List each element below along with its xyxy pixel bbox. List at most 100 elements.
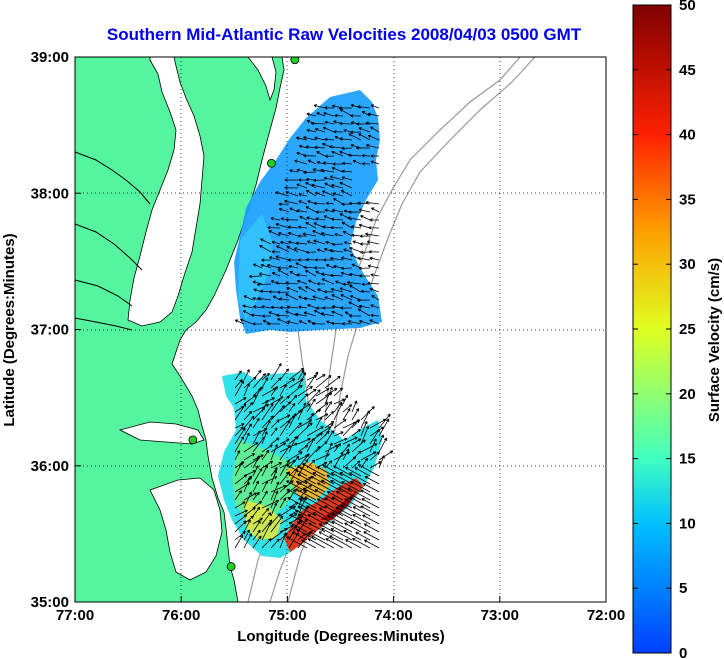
velocity-vector <box>320 312 335 317</box>
velocity-vector <box>252 468 263 485</box>
velocity-vector <box>316 482 335 493</box>
colorbar-tick-label: 20 <box>679 386 696 403</box>
velocity-vector <box>277 232 290 237</box>
velocity-vector <box>304 480 326 493</box>
velocity-vector <box>340 504 362 517</box>
velocity-vector <box>364 475 380 485</box>
velocity-vector <box>370 273 380 277</box>
velocity-vector <box>339 121 353 126</box>
velocity-vector <box>311 535 335 549</box>
map-area <box>75 57 606 602</box>
velocity-vector <box>311 321 326 326</box>
velocity-vector <box>284 186 299 190</box>
velocity-vector <box>370 154 380 158</box>
colorbar-tick-label: 10 <box>679 515 696 532</box>
velocity-vector <box>342 421 357 437</box>
velocity-vector <box>316 282 326 286</box>
velocity-vector <box>243 529 250 541</box>
velocity-vector <box>314 127 326 133</box>
station-markers <box>188 57 300 571</box>
velocity-vector <box>270 469 278 485</box>
velocity-vector <box>296 183 308 189</box>
velocity-vector <box>333 402 343 421</box>
velocity-vector <box>288 422 302 437</box>
velocity-vector <box>279 444 291 461</box>
velocity-vector <box>317 288 326 293</box>
potomac-river <box>75 151 151 205</box>
velocity-vector <box>295 241 308 245</box>
velocity-vector <box>320 168 335 173</box>
velocity-vector <box>289 514 308 525</box>
velocity-vector <box>296 528 317 541</box>
velocity-vector <box>297 422 313 437</box>
velocity-vector <box>313 201 326 206</box>
velocity-vector <box>342 408 351 421</box>
velocity-vector <box>360 410 370 429</box>
velocity-vector <box>352 506 371 517</box>
station-marker <box>267 158 276 168</box>
velocity-vector <box>363 531 380 541</box>
velocity-vector <box>361 153 371 158</box>
velocity-vector <box>306 445 321 461</box>
velocity-vector <box>252 373 266 389</box>
velocity-vector <box>320 231 335 237</box>
velocity-vector <box>342 282 353 286</box>
velocity-vector <box>335 280 344 285</box>
velocity-vector <box>252 517 263 525</box>
velocity-vector <box>365 143 380 149</box>
velocity-vector <box>234 423 245 429</box>
velocity-vector <box>279 497 287 509</box>
velocity-vector <box>306 388 317 397</box>
velocity-vector <box>370 304 380 309</box>
velocity-vector <box>315 402 329 413</box>
velocity-vector <box>325 264 335 269</box>
velocity-vector <box>242 304 254 309</box>
velocity-vector <box>240 318 254 325</box>
velocity-vector <box>261 305 272 309</box>
velocity-vector <box>261 522 272 541</box>
velocity-vector <box>234 462 243 477</box>
velocity-vector <box>378 437 387 453</box>
velocity-vector <box>268 230 281 237</box>
velocity-vector <box>287 258 299 262</box>
velocity-vector <box>370 104 380 109</box>
velocity-vector <box>324 521 344 533</box>
velocity-vector <box>261 377 269 389</box>
velocity-vector <box>270 386 278 397</box>
velocity-vector <box>270 437 280 445</box>
velocity-vector <box>252 506 261 517</box>
velocity-vector <box>351 233 362 238</box>
velocity-vector <box>234 474 248 485</box>
velocity-vector <box>253 305 263 309</box>
velocity-vector <box>333 431 344 437</box>
velocity-vector <box>351 400 358 413</box>
velocity-vector <box>301 539 317 549</box>
velocity-vector <box>297 437 311 445</box>
velocity-vector <box>270 462 282 469</box>
velocity-vector <box>252 491 260 501</box>
velocity-vector <box>340 256 353 261</box>
velocity-vector <box>260 238 272 245</box>
velocity-vector <box>331 321 344 326</box>
velocity-vector <box>267 225 281 230</box>
velocity-vector <box>261 480 269 493</box>
velocity-vector <box>344 522 362 533</box>
velocity-vector <box>297 497 307 517</box>
velocity-vector <box>331 166 344 173</box>
velocity-vector <box>367 134 380 141</box>
velocity-vector <box>369 461 382 469</box>
colorbar-label: Surface Velocity (cm/s) <box>706 258 723 422</box>
velocity-vector <box>261 420 271 437</box>
velocity-vector <box>361 162 371 166</box>
velocity-vector <box>340 306 353 310</box>
velocity-field-north <box>234 90 382 334</box>
velocity-vector <box>287 225 299 229</box>
velocity-vector <box>261 512 272 525</box>
velocity-vector <box>350 481 371 493</box>
rappahannock-river <box>75 223 143 271</box>
velocity-vector <box>326 490 344 501</box>
velocity-vector <box>324 375 341 389</box>
velocity-vector <box>311 183 326 189</box>
velocity-vector <box>297 225 308 229</box>
